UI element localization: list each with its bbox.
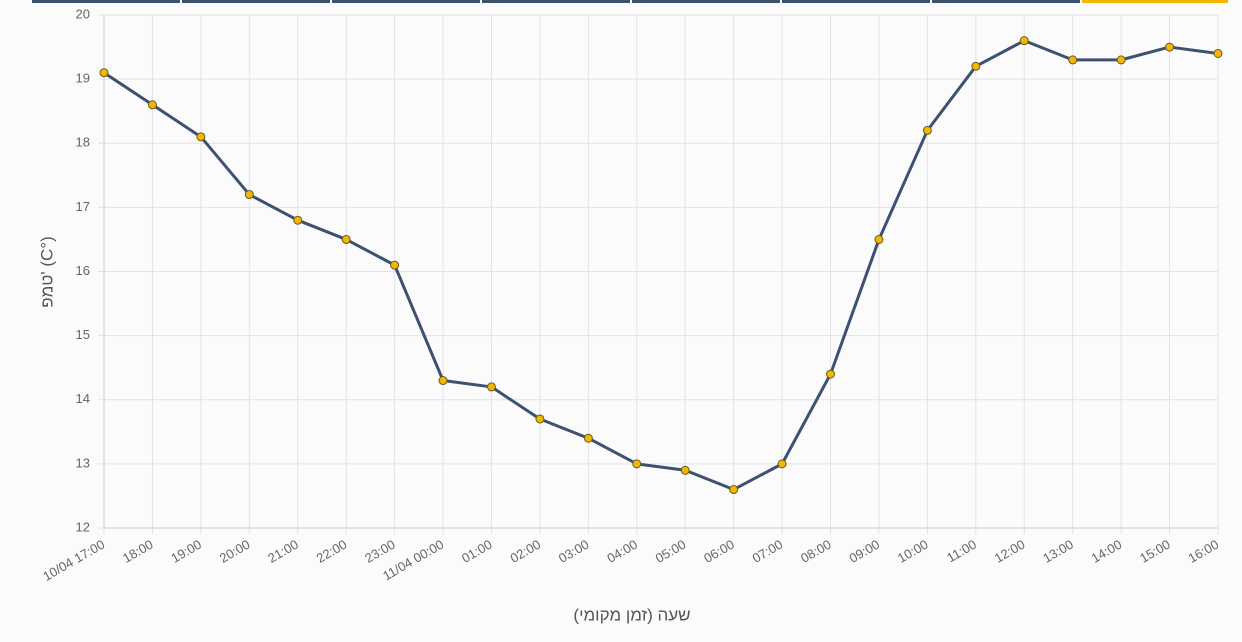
tab[interactable] (782, 0, 930, 3)
point (99, 68, 109, 78)
x-axis-title: שעה (זמן מקומי) (573, 605, 690, 624)
point (922, 125, 932, 135)
y-axis-title: טמפ' (C°) (37, 236, 56, 308)
tab[interactable] (632, 0, 780, 3)
tab[interactable] (932, 0, 1080, 3)
y-tick-label: 19 (76, 71, 90, 86)
point (680, 465, 690, 475)
point (438, 376, 448, 386)
tab[interactable] (332, 0, 480, 3)
point (535, 414, 545, 424)
point (1019, 36, 1029, 46)
point (826, 369, 836, 379)
point (1213, 48, 1223, 58)
point (874, 234, 884, 244)
y-tick-label: 16 (76, 263, 90, 278)
tab[interactable] (1082, 0, 1228, 3)
y-tick-label: 14 (76, 391, 90, 406)
point (1116, 55, 1126, 65)
y-tick-label: 20 (76, 6, 90, 21)
tabs (32, 0, 1228, 3)
point (1165, 42, 1175, 52)
y-tick-label: 17 (76, 199, 90, 214)
point (341, 234, 351, 244)
point (971, 61, 981, 71)
tab[interactable] (482, 0, 630, 3)
y-tick-label: 15 (76, 327, 90, 342)
point (486, 382, 496, 392)
point (1068, 55, 1078, 65)
line (103, 39, 1219, 492)
y-tick-label: 18 (76, 135, 90, 150)
tab[interactable] (32, 0, 180, 3)
point (632, 459, 642, 469)
point (147, 100, 157, 110)
point (583, 433, 593, 443)
point (390, 260, 400, 270)
point (777, 459, 787, 469)
tab[interactable] (182, 0, 330, 3)
point (244, 190, 254, 200)
point (196, 132, 206, 142)
point (729, 485, 739, 495)
y-tick-label: 12 (76, 519, 90, 534)
y-tick-label: 13 (76, 455, 90, 470)
point (293, 215, 303, 225)
